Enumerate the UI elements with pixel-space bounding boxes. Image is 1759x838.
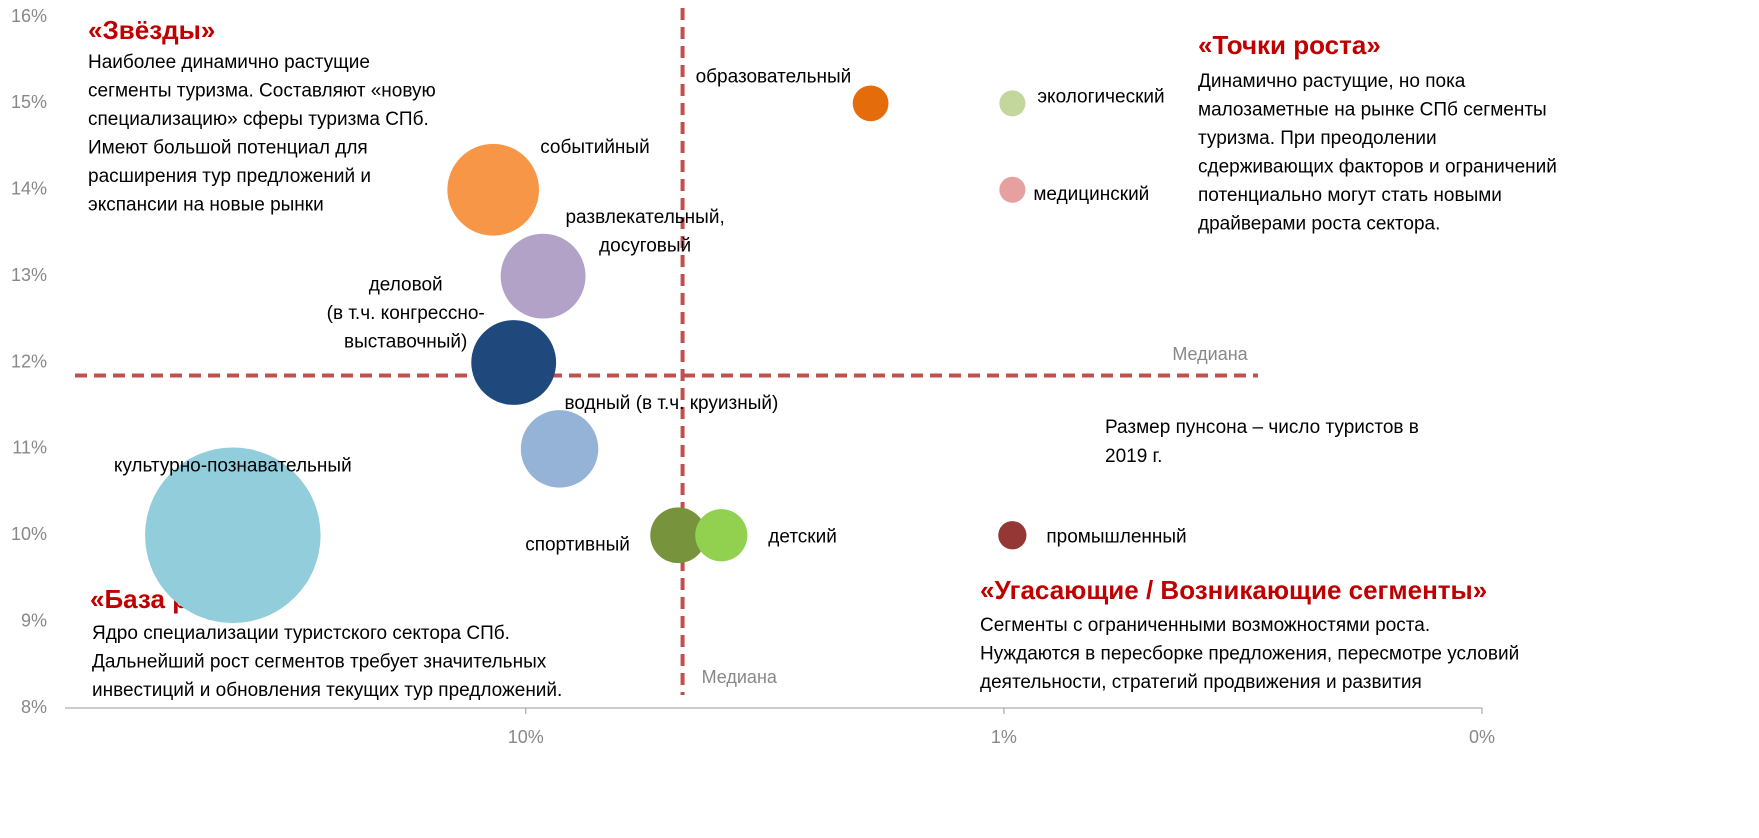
- bubble-label: деловой: [369, 275, 443, 296]
- y-tick-label: 10%: [11, 524, 47, 544]
- quadrant-title: «Точки роста»: [1198, 30, 1381, 60]
- bubble-label: образовательный: [696, 66, 852, 87]
- bubble: [520, 410, 599, 488]
- y-tick-label: 9%: [21, 610, 47, 630]
- bubble-label: медицинский: [1033, 184, 1149, 205]
- size-note: Размер пунсона – число туристов в: [1105, 417, 1419, 438]
- y-tick-label: 12%: [11, 351, 47, 371]
- quadrant-text: расширения тур предложений и: [88, 166, 371, 187]
- bubble-label: детский: [768, 526, 837, 547]
- bubble: [650, 507, 707, 564]
- bubble-label: выставочный): [344, 332, 467, 353]
- bubble: [999, 176, 1026, 203]
- bubble: [998, 521, 1027, 550]
- size-note: 2019 г.: [1105, 446, 1162, 467]
- y-tick-label: 16%: [11, 6, 47, 26]
- bubble-label: событийный: [540, 137, 650, 158]
- quadrant-text: Сегменты с ограниченными возможностями р…: [980, 615, 1430, 636]
- bubble-label: промышленный: [1046, 526, 1186, 547]
- quadrant-text: инвестиций и обновления текущих тур пред…: [92, 680, 562, 701]
- quadrant-text: сегменты туризма. Составляют «новую: [88, 81, 436, 102]
- bubble: [447, 143, 540, 236]
- bubble-label: развлекательный,: [565, 207, 724, 228]
- x-tick-label: 0%: [1469, 727, 1495, 747]
- y-tick-label: 15%: [11, 92, 47, 112]
- quadrant-text: малозаметные на рынке СПб сегменты: [1198, 100, 1547, 121]
- quadrant-text: Дальнейший рост сегментов требует значит…: [92, 652, 547, 673]
- x-tick-label: 1%: [991, 727, 1017, 747]
- quadrant-text: Имеют большой потенциал для: [88, 138, 368, 159]
- y-tick-label: 13%: [11, 265, 47, 285]
- bubble-label: досуговый: [599, 236, 691, 257]
- bubble: [695, 509, 748, 562]
- quadrant-text: туризма. При преодолении: [1198, 128, 1437, 149]
- quadrant-title: «Угасающие / Возникающие сегменты»: [980, 575, 1487, 605]
- bubble-label: водный (в т.ч. круизный): [565, 393, 779, 414]
- quadrant-title: «Звёзды»: [88, 15, 215, 45]
- y-tick-label: 11%: [12, 438, 47, 458]
- median-label: Медиана: [702, 667, 778, 687]
- bubble: [145, 447, 321, 623]
- median-label: Медиана: [1172, 344, 1248, 364]
- bubble: [471, 320, 557, 405]
- bubble-label: спортивный: [525, 534, 630, 555]
- bubble: [852, 85, 889, 122]
- y-tick-label: 8%: [21, 697, 47, 717]
- bubble: [999, 90, 1026, 117]
- bubble-label: культурно-познавательный: [114, 455, 352, 476]
- quadrant-text: сдерживающих факторов и ограничений: [1198, 157, 1557, 178]
- quadrant-text: деятельности, стратегий продвижения и ра…: [980, 672, 1422, 693]
- quadrant-text: драйверами роста сектора.: [1198, 214, 1440, 235]
- quadrant-text: специализацию» сферы туризма СПб.: [88, 109, 429, 130]
- quadrant-text: Нуждаются в пересборке предложения, пере…: [980, 644, 1519, 665]
- bubble: [500, 233, 586, 319]
- quadrant-text: Ядро специализации туристского сектора С…: [92, 623, 510, 644]
- bubble-label: экологический: [1037, 86, 1164, 107]
- quadrant-text: потенциально могут стать новыми: [1198, 185, 1502, 206]
- quadrant-text: экспансии на новые рынки: [88, 195, 324, 216]
- quadrant-text: Динамично растущие, но пока: [1198, 71, 1466, 92]
- bubble-label: (в т.ч. конгрессно-: [327, 303, 485, 324]
- quadrant-text: Наиболее динамично растущие: [88, 52, 370, 73]
- x-tick-label: 10%: [508, 727, 544, 747]
- y-tick-label: 14%: [11, 179, 47, 199]
